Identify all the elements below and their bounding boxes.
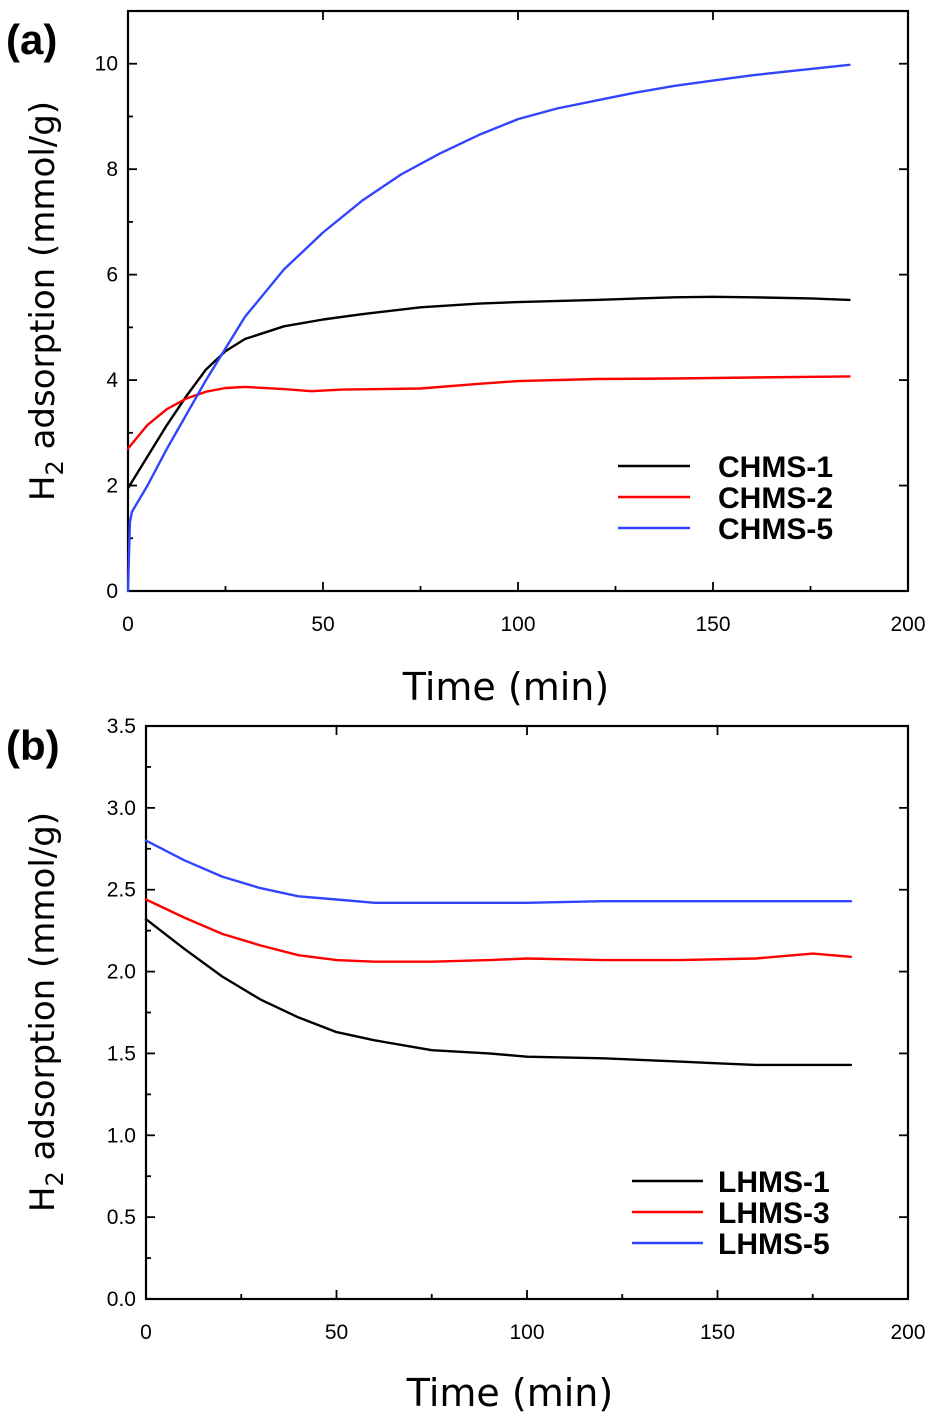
panel-a-y-tick-label: 6	[106, 264, 118, 287]
panel-a-y-tick-label: 8	[106, 158, 118, 181]
legend-label-lhms-5: LHMS-5	[718, 1228, 830, 1261]
panel-b-x-tick-label: 0	[140, 1321, 152, 1344]
legend-label-chms-1: CHMS-1	[718, 451, 833, 484]
panel-a-x-tick-label: 100	[500, 613, 535, 636]
panel-a-x-tick-label: 0	[122, 613, 134, 636]
series-line-lhms-1	[144, 918, 853, 1067]
series-line-lhms-3	[144, 898, 853, 963]
series-line-lhms-5	[144, 839, 853, 904]
panel-b-x-tick-label: 50	[325, 1321, 348, 1344]
panel-a-y-axis-title: H2 adsorption (mmol/g)	[23, 101, 69, 501]
panel-a-y-axis-title-sub: 2	[41, 460, 69, 475]
panel-a-x-axis-title: Time (min)	[402, 665, 609, 709]
panel-a-x-ticks: 0 50 100 150 200	[122, 11, 926, 636]
panel-b-y-axis-title-h: H	[23, 1187, 63, 1213]
panel-b-y-tick-label: 0.5	[107, 1206, 136, 1229]
panel-b-x-ticks: 0 50 100 150 200	[140, 726, 926, 1344]
panel-a-y-tick-label: 2	[106, 475, 118, 498]
series-line-chms-2	[126, 375, 851, 450]
panel-a-label: (a)	[6, 16, 57, 63]
panel-b-x-tick-label: 200	[890, 1321, 925, 1344]
panel-b-x-tick-label: 150	[700, 1321, 735, 1344]
panel-a-x-tick-label: 200	[890, 613, 925, 636]
panel-b-y-tick-label: 3.0	[107, 797, 136, 820]
panel-a-x-tick-label: 50	[311, 613, 334, 636]
panel-b-y-tick-label: 1.0	[107, 1124, 136, 1147]
panel-b-y-axis-title: H2 adsorption (mmol/g)	[23, 812, 69, 1212]
panel-b-y-tick-label: 1.5	[107, 1042, 136, 1065]
panel-b-y-tick-label: 2.0	[107, 961, 136, 984]
panel-a-y-tick-label: 4	[106, 369, 118, 392]
series-line-chms-1	[126, 295, 851, 490]
panel-b: (b) 0.00.51.01.52.02.53.03.5 0 50 100 150 20…	[6, 715, 926, 1415]
panel-b-y-ticks: 0.0 0.5 1.0 1.5 2.0 2.5 3.0 3.5	[107, 715, 908, 1311]
legend-label-lhms-3: LHMS-3	[718, 1197, 830, 1230]
panel-b-series	[144, 839, 853, 1067]
panel-a-y-tick-label: 0	[106, 580, 118, 603]
legend-label-lhms-1: LHMS-1	[718, 1166, 830, 1199]
panel-b-y-tick-label: 0.0	[107, 1288, 136, 1311]
panel-b-x-axis-title: Time (min)	[406, 1371, 613, 1415]
panel-b-y-tick-label: 3.5	[107, 715, 136, 738]
legend-label-chms-5: CHMS-5	[718, 513, 833, 546]
panel-a-y-ticks: 0 2 4 6 8 10	[95, 53, 908, 603]
panel-a-y-axis-title-rest: adsorption (mmol/g)	[23, 101, 63, 460]
panel-b-y-axis-title-sub: 2	[41, 1171, 69, 1186]
panel-b-label: (b)	[6, 722, 60, 769]
panel-b-y-tick-label: 2.5	[107, 879, 136, 902]
series-line-chms-5	[126, 63, 851, 593]
legend-label-chms-2: CHMS-2	[718, 482, 833, 515]
panel-a-x-tick-label: 150	[695, 613, 730, 636]
panel-a-y-axis-title-h: H	[23, 476, 63, 502]
panel-b-y-axis-title-rest: adsorption (mmol/g)	[23, 812, 63, 1171]
panel-b-x-tick-label: 100	[509, 1321, 544, 1344]
panel-a: (a) 0 2 4 6 8 10 0 50 100 150 200 CHMS-1CHMS-2CHM…	[6, 9, 926, 709]
panel-a-series	[126, 63, 851, 593]
panel-a-y-tick-label: 10	[95, 53, 118, 76]
